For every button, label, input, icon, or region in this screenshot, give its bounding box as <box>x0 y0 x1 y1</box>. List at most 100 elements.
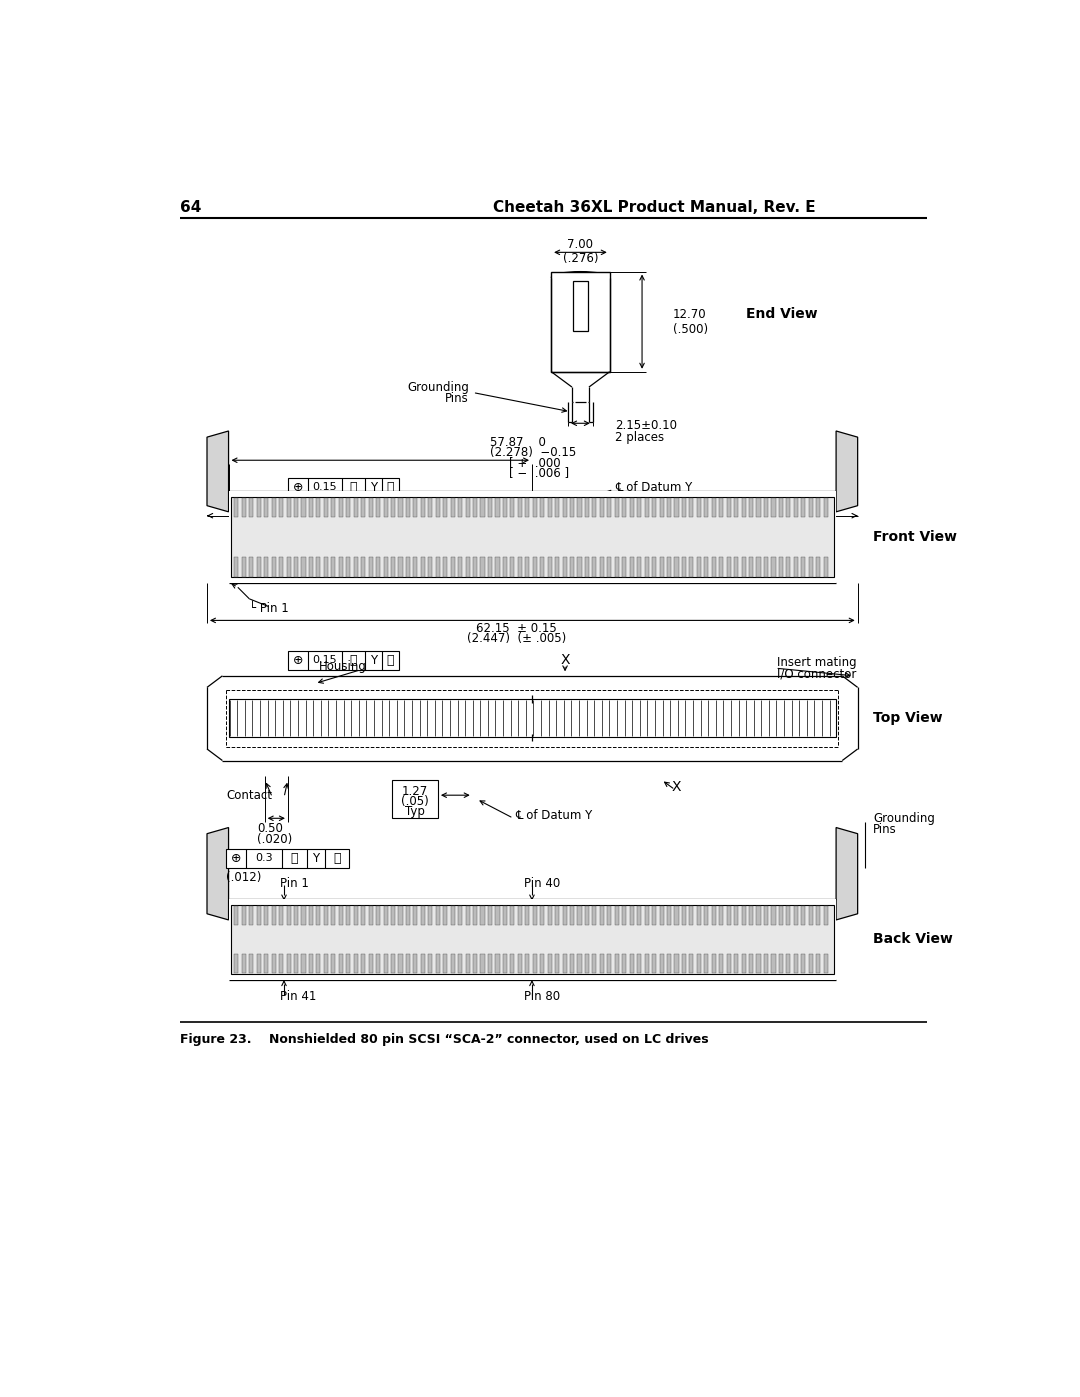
Bar <box>756 907 760 925</box>
Bar <box>712 907 716 925</box>
Bar <box>242 954 246 974</box>
Bar <box>727 557 731 577</box>
Bar <box>465 907 470 925</box>
Bar <box>242 907 246 925</box>
Bar <box>383 497 388 517</box>
Bar <box>570 557 575 577</box>
Text: Ⓜ: Ⓜ <box>387 654 394 666</box>
Bar <box>339 954 342 974</box>
Bar <box>645 557 649 577</box>
Bar <box>742 497 745 517</box>
Bar <box>809 954 813 974</box>
Bar <box>689 497 693 517</box>
Bar <box>517 954 522 974</box>
Bar <box>555 497 559 517</box>
Bar <box>734 907 739 925</box>
Bar <box>406 907 410 925</box>
Bar <box>272 497 275 517</box>
Bar <box>414 954 418 974</box>
Bar <box>383 954 388 974</box>
Bar <box>578 497 581 517</box>
Text: Ⓜ: Ⓜ <box>350 481 357 493</box>
Bar <box>435 497 440 517</box>
Text: Pin 1: Pin 1 <box>280 877 309 890</box>
Bar <box>286 954 291 974</box>
Bar <box>257 497 260 517</box>
Bar <box>779 497 783 517</box>
Bar <box>563 954 567 974</box>
Bar <box>532 907 537 925</box>
Bar <box>652 497 657 517</box>
Bar <box>473 497 477 517</box>
Bar <box>593 497 596 517</box>
Bar <box>697 557 701 577</box>
Bar <box>332 954 336 974</box>
Bar <box>286 557 291 577</box>
Bar <box>555 954 559 974</box>
Bar <box>368 954 373 974</box>
Bar <box>712 557 716 577</box>
Bar <box>786 954 791 974</box>
Bar <box>392 780 438 819</box>
Bar <box>593 557 596 577</box>
Bar <box>473 907 477 925</box>
Bar <box>801 557 806 577</box>
Bar <box>824 907 827 925</box>
Text: (.020): (.020) <box>257 833 293 845</box>
Bar <box>779 557 783 577</box>
Bar <box>540 557 544 577</box>
Bar <box>824 557 827 577</box>
Bar <box>622 907 626 925</box>
Bar <box>473 557 477 577</box>
Bar <box>667 954 671 974</box>
Bar <box>503 954 507 974</box>
Bar <box>406 497 410 517</box>
Bar <box>353 557 357 577</box>
Bar <box>532 497 537 517</box>
Bar <box>272 907 275 925</box>
Bar <box>816 497 821 517</box>
Bar <box>429 497 432 517</box>
Bar <box>585 557 589 577</box>
Bar <box>607 907 611 925</box>
Bar <box>229 900 836 979</box>
Bar <box>779 954 783 974</box>
Bar <box>481 954 485 974</box>
Bar <box>525 954 529 974</box>
Bar <box>548 907 552 925</box>
Bar <box>496 954 500 974</box>
Bar <box>697 497 701 517</box>
Bar <box>593 907 596 925</box>
Bar <box>421 557 424 577</box>
Bar <box>429 907 432 925</box>
Bar <box>481 497 485 517</box>
Text: Pin 80: Pin 80 <box>524 990 561 1003</box>
Bar <box>801 497 806 517</box>
Text: Y: Y <box>369 654 377 666</box>
Text: [ +  .000: [ + .000 <box>509 455 561 469</box>
Text: Y: Y <box>369 481 377 493</box>
Text: 64: 64 <box>180 200 202 215</box>
Bar <box>324 907 328 925</box>
Bar <box>429 954 432 974</box>
Polygon shape <box>836 827 858 921</box>
Text: Y: Y <box>312 852 319 865</box>
Bar <box>742 954 745 974</box>
Bar <box>704 557 708 577</box>
Bar <box>742 907 745 925</box>
Bar <box>361 907 365 925</box>
Text: 7.00: 7.00 <box>567 237 593 251</box>
Bar <box>435 954 440 974</box>
Bar <box>786 557 791 577</box>
Bar <box>794 954 798 974</box>
Bar <box>383 557 388 577</box>
Bar <box>660 954 663 974</box>
Bar <box>450 907 455 925</box>
Bar <box>309 907 313 925</box>
Bar <box>622 954 626 974</box>
Bar <box>652 954 657 974</box>
Bar <box>496 497 500 517</box>
Text: −Y−: −Y− <box>315 499 342 513</box>
Bar <box>511 954 514 974</box>
Bar <box>399 497 403 517</box>
